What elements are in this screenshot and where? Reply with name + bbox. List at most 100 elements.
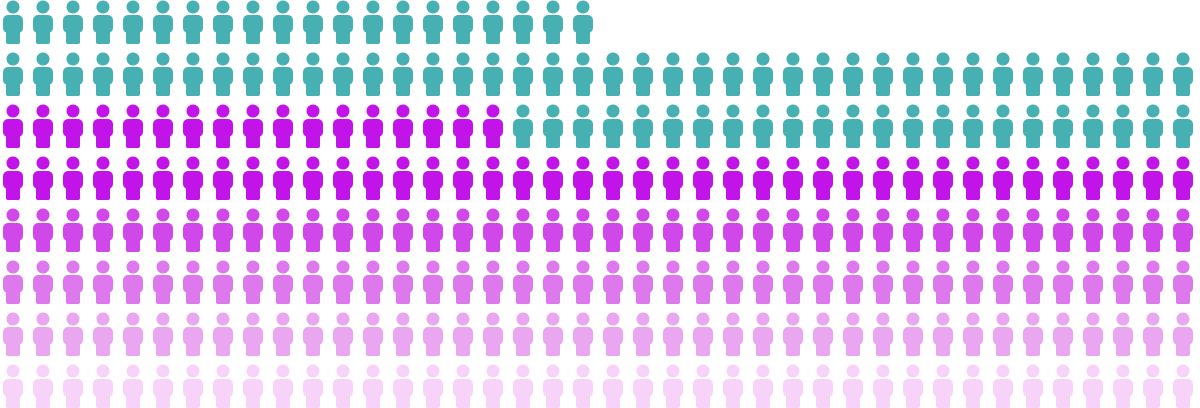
icon-legs	[486, 232, 500, 252]
icon-legs	[96, 336, 110, 356]
icon-head	[636, 208, 650, 222]
person-icon	[1143, 312, 1163, 356]
icon-head	[846, 156, 860, 170]
icon-legs	[6, 24, 20, 44]
icon-legs	[426, 336, 440, 356]
person-icon	[513, 208, 533, 252]
icon-head	[6, 208, 20, 222]
icon-head	[1146, 208, 1160, 222]
icon-head	[696, 312, 710, 326]
person-icon	[753, 260, 773, 304]
icon-head	[1116, 104, 1130, 118]
person-icon	[1083, 156, 1103, 200]
icon-head	[936, 104, 950, 118]
person-icon	[693, 208, 713, 252]
person-icon	[183, 260, 203, 304]
icon-head	[126, 156, 140, 170]
icon-head	[996, 104, 1010, 118]
person-icon	[543, 52, 563, 96]
icon-head	[1056, 52, 1070, 66]
person-icon	[363, 312, 383, 356]
person-icon	[393, 0, 413, 44]
icon-head	[516, 208, 530, 222]
person-icon	[63, 52, 83, 96]
person-icon	[273, 156, 293, 200]
icon-legs	[456, 76, 470, 96]
icon-head	[516, 312, 530, 326]
icon-legs	[1086, 76, 1100, 96]
person-icon	[933, 260, 953, 304]
person-icon	[933, 364, 953, 408]
icon-head	[876, 104, 890, 118]
icon-head	[186, 260, 200, 274]
icon-head	[486, 0, 500, 14]
icon-legs	[606, 388, 620, 408]
icon-legs	[216, 128, 230, 148]
icon-legs	[66, 128, 80, 148]
icon-legs	[366, 232, 380, 252]
icon-head	[126, 104, 140, 118]
icon-head	[786, 208, 800, 222]
icon-legs	[6, 284, 20, 304]
person-icon	[213, 312, 233, 356]
person-icon	[723, 156, 743, 200]
icon-head	[1146, 260, 1160, 274]
icon-legs	[1146, 76, 1160, 96]
icon-head	[906, 208, 920, 222]
icon-legs	[6, 336, 20, 356]
person-icon	[1113, 104, 1133, 148]
icon-head	[816, 104, 830, 118]
icon-head	[1086, 260, 1100, 274]
icon-head	[426, 208, 440, 222]
icon-legs	[846, 388, 860, 408]
icon-legs	[816, 284, 830, 304]
person-icon	[903, 260, 923, 304]
person-icon	[1023, 312, 1043, 356]
icon-legs	[366, 180, 380, 200]
icon-legs	[66, 76, 80, 96]
icon-legs	[696, 232, 710, 252]
icon-legs	[366, 24, 380, 44]
icon-legs	[456, 128, 470, 148]
person-icon	[963, 156, 983, 200]
person-icon	[453, 208, 473, 252]
icon-head	[966, 156, 980, 170]
icon-legs	[1086, 128, 1100, 148]
icon-head	[276, 104, 290, 118]
icon-head	[636, 364, 650, 378]
icon-head	[726, 364, 740, 378]
person-icon	[183, 312, 203, 356]
icon-legs	[936, 128, 950, 148]
icon-head	[6, 52, 20, 66]
icon-legs	[216, 388, 230, 408]
icon-legs	[216, 24, 230, 44]
person-icon	[513, 312, 533, 356]
icon-head	[336, 260, 350, 274]
person-icon	[183, 52, 203, 96]
icon-legs	[216, 284, 230, 304]
icon-head	[666, 312, 680, 326]
person-icon	[243, 156, 263, 200]
person-icon	[603, 312, 623, 356]
person-icon	[333, 260, 353, 304]
icon-head	[1086, 52, 1100, 66]
person-icon	[393, 104, 413, 148]
icon-head	[6, 104, 20, 118]
person-icon	[783, 156, 803, 200]
icon-legs	[1026, 284, 1040, 304]
person-icon	[603, 208, 623, 252]
person-icon	[1173, 104, 1193, 148]
person-icon	[723, 104, 743, 148]
icon-head	[936, 364, 950, 378]
icon-legs	[636, 336, 650, 356]
person-icon	[663, 104, 683, 148]
icon-head	[816, 312, 830, 326]
icon-head	[186, 364, 200, 378]
icon-head	[216, 260, 230, 274]
icon-legs	[156, 388, 170, 408]
icon-legs	[606, 76, 620, 96]
icon-head	[1146, 156, 1160, 170]
person-icon	[393, 52, 413, 96]
icon-head	[936, 52, 950, 66]
person-icon	[663, 52, 683, 96]
